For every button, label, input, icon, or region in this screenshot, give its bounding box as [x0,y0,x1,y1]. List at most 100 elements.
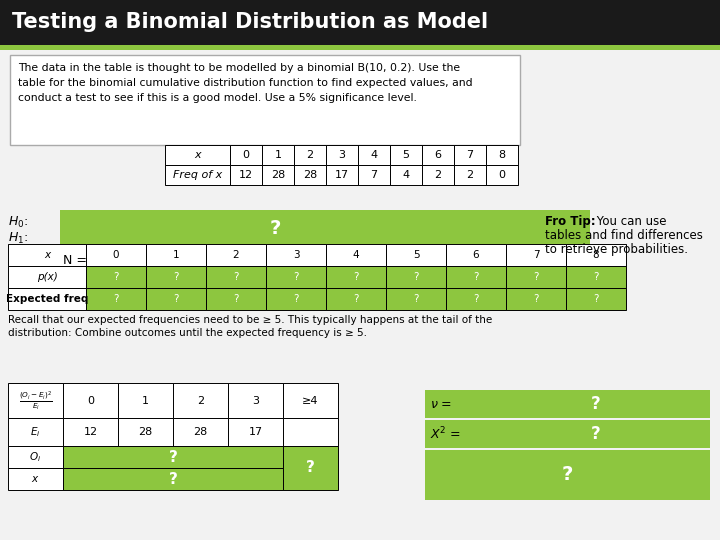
FancyBboxPatch shape [326,145,358,165]
FancyBboxPatch shape [146,266,206,288]
FancyBboxPatch shape [8,468,63,490]
FancyBboxPatch shape [454,165,486,185]
Text: $O_i$: $O_i$ [30,450,42,464]
Text: 2: 2 [197,395,204,406]
FancyBboxPatch shape [0,50,720,540]
FancyBboxPatch shape [206,266,266,288]
Text: to retrieve probabilities.: to retrieve probabilities. [545,243,688,256]
Text: 1: 1 [173,250,179,260]
Text: tables and find differences: tables and find differences [545,229,703,242]
Text: 2: 2 [467,170,474,180]
FancyBboxPatch shape [326,165,358,185]
Text: Freq of x: Freq of x [173,170,222,180]
Text: ?: ? [534,294,539,304]
Text: ?: ? [113,272,119,282]
Text: 8: 8 [498,150,505,160]
Text: ?: ? [233,272,239,282]
FancyBboxPatch shape [8,244,86,266]
Text: 2: 2 [434,170,441,180]
Text: ?: ? [174,294,179,304]
Text: ?: ? [591,395,601,413]
FancyBboxPatch shape [266,244,326,266]
Text: ?: ? [168,449,177,464]
FancyBboxPatch shape [386,244,446,266]
FancyBboxPatch shape [118,383,173,418]
Text: 7: 7 [370,170,377,180]
FancyBboxPatch shape [146,244,206,266]
FancyBboxPatch shape [60,250,115,270]
Text: Expected freq: Expected freq [6,294,88,304]
Text: p(x): p(x) [37,272,58,282]
FancyBboxPatch shape [63,418,118,446]
Text: 12: 12 [84,427,98,437]
Text: $\nu$ =: $\nu$ = [430,397,452,410]
FancyBboxPatch shape [0,0,720,45]
FancyBboxPatch shape [454,145,486,165]
Text: 0: 0 [113,250,120,260]
Text: 8: 8 [593,250,599,260]
Text: ?: ? [354,272,359,282]
FancyBboxPatch shape [386,266,446,288]
Text: ?: ? [534,272,539,282]
FancyBboxPatch shape [262,165,294,185]
Text: The data in the table is thought to be modelled by a binomial B(10, 0.2). Use th: The data in the table is thought to be m… [18,63,472,103]
Text: 4: 4 [402,170,410,180]
FancyBboxPatch shape [566,266,626,288]
Text: ?: ? [306,461,315,476]
FancyBboxPatch shape [506,288,566,310]
Text: x: x [44,250,50,260]
FancyBboxPatch shape [8,288,86,310]
Text: 4: 4 [370,150,377,160]
Text: ?: ? [413,294,419,304]
Text: 0: 0 [87,395,94,406]
FancyBboxPatch shape [206,288,266,310]
Text: ?: ? [293,294,299,304]
Text: 28: 28 [194,427,207,437]
Text: x: x [194,150,201,160]
FancyBboxPatch shape [390,165,422,185]
Text: 3: 3 [338,150,346,160]
Text: ?: ? [591,425,601,443]
FancyBboxPatch shape [8,383,63,418]
FancyBboxPatch shape [446,244,506,266]
FancyBboxPatch shape [10,55,520,145]
Text: ?: ? [593,294,599,304]
Text: 3: 3 [252,395,259,406]
Text: 0: 0 [243,150,250,160]
FancyBboxPatch shape [283,418,338,446]
Text: ?: ? [174,272,179,282]
FancyBboxPatch shape [425,450,710,500]
FancyBboxPatch shape [326,244,386,266]
Text: $H_1$:: $H_1$: [8,231,28,246]
Text: 5: 5 [413,250,419,260]
Text: ?: ? [593,272,599,282]
FancyBboxPatch shape [63,468,283,490]
FancyBboxPatch shape [146,288,206,310]
FancyBboxPatch shape [8,446,63,468]
FancyBboxPatch shape [422,165,454,185]
Text: N =: N = [63,253,87,267]
FancyBboxPatch shape [63,383,118,418]
FancyBboxPatch shape [266,266,326,288]
Text: Fro Tip:: Fro Tip: [545,215,595,228]
FancyBboxPatch shape [446,266,506,288]
Text: $x$: $x$ [31,474,40,484]
FancyBboxPatch shape [0,45,720,50]
FancyBboxPatch shape [118,418,173,446]
FancyBboxPatch shape [86,244,146,266]
FancyBboxPatch shape [165,145,230,165]
Text: 28: 28 [303,170,317,180]
Text: ?: ? [473,272,479,282]
Text: $X^2$ =: $X^2$ = [430,426,461,442]
FancyBboxPatch shape [358,165,390,185]
FancyBboxPatch shape [386,288,446,310]
FancyBboxPatch shape [230,165,262,185]
Text: ?: ? [354,294,359,304]
FancyBboxPatch shape [228,383,283,418]
FancyBboxPatch shape [294,165,326,185]
FancyBboxPatch shape [230,145,262,165]
FancyBboxPatch shape [283,446,338,490]
FancyBboxPatch shape [86,266,146,288]
Text: 2: 2 [233,250,239,260]
FancyBboxPatch shape [390,145,422,165]
